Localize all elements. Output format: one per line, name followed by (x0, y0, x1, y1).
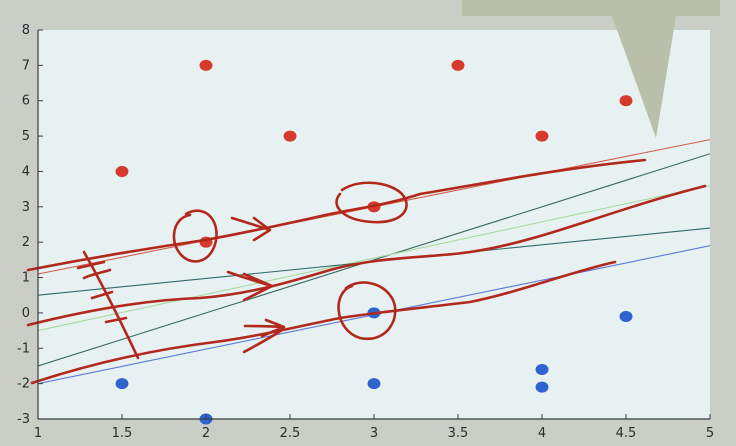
annotation-circle-red-point (172, 209, 218, 263)
data-points (115, 59, 633, 425)
blue-point-1 (115, 378, 129, 390)
y-tick-label: 5 (22, 129, 30, 144)
annotation-arrow-top (230, 216, 272, 242)
y-tick-label: -1 (17, 341, 30, 356)
y-tick-label: 4 (22, 164, 30, 179)
y-tick-label: 3 (22, 200, 30, 215)
callout-bubble (462, 0, 720, 138)
x-tick-label: 3.5 (448, 426, 469, 441)
decision-line-3 (37, 185, 711, 332)
y-tick-label: -2 (17, 377, 30, 392)
x-tick-label: 2 (202, 426, 210, 441)
red-point-4 (283, 130, 297, 142)
y-tick-label: 2 (22, 235, 30, 250)
annotation-margin-bracket (76, 250, 140, 360)
y-tick-label: 1 (22, 271, 30, 286)
x-tick-label: 3 (370, 426, 378, 441)
handwritten-annotations (26, 158, 707, 385)
red-point-8 (619, 95, 633, 107)
red-point-1 (115, 165, 129, 177)
x-tick-label: 1.5 (112, 426, 133, 441)
x-tick-label: 4.5 (616, 426, 637, 441)
y-tick-label: -3 (17, 412, 30, 427)
blue-point-5 (535, 363, 549, 375)
blue-point-4 (367, 378, 381, 390)
y-tick-label: 0 (22, 306, 30, 321)
y-tick-label: 8 (22, 23, 30, 38)
axes: 1 1.5 2 2.5 3 3.5 4 4.5 5 -3 -2 -1 0 1 2 3 4 5 6 7 8 (17, 23, 714, 441)
x-tick-label: 4 (538, 426, 546, 441)
blue-point-6 (535, 381, 549, 393)
y-tick-label: 6 (22, 94, 30, 109)
red-point-7 (535, 130, 549, 142)
plot-area (38, 30, 710, 419)
x-tick-label: 5 (706, 426, 714, 441)
x-tick-label: 2.5 (280, 426, 301, 441)
red-point-6 (451, 59, 465, 71)
x-tick-label: 1 (34, 426, 42, 441)
annotation-curve-top (26, 158, 647, 272)
y-tick-label: 7 (22, 58, 30, 73)
annotation-arrow-bottom (242, 318, 286, 354)
red-point-2 (199, 59, 213, 71)
annotation-circle-blue-point (337, 281, 397, 341)
blue-point-7 (619, 310, 633, 322)
annotation-arrow-middle (226, 270, 274, 302)
callout-shape (462, 0, 720, 138)
annotation-circle-center-point (335, 181, 408, 224)
annotation-curve-middle (26, 184, 707, 327)
